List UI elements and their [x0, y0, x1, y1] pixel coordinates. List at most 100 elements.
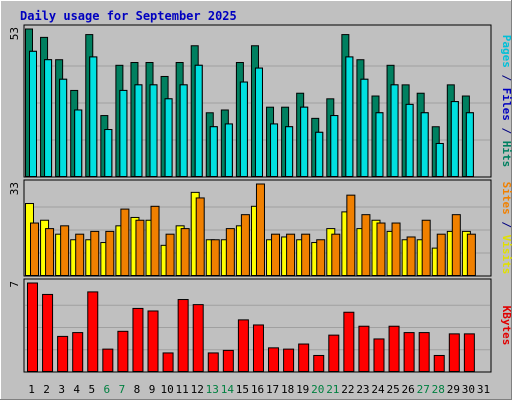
bar-pages-day-14	[224, 123, 233, 177]
bar-sites-day-6	[105, 230, 115, 276]
bar-sites-day-1	[30, 222, 39, 276]
day-label-12: 12	[191, 383, 204, 396]
bar-sites-day-2	[45, 228, 55, 277]
axis-legend-part: Files	[500, 88, 512, 121]
day-label-27: 27	[417, 383, 430, 396]
axis-legend-part: /	[500, 68, 512, 88]
bar-sites-day-18	[286, 233, 296, 277]
day-label-29: 29	[447, 383, 460, 396]
bar-pages-day-21	[330, 115, 339, 178]
day-label-4: 4	[73, 383, 80, 396]
day-label-26: 26	[402, 383, 415, 396]
axis-legend-part: KBytes	[500, 306, 512, 346]
day-label-30: 30	[462, 383, 475, 396]
bar-sites-day-9	[150, 205, 160, 276]
panel-kbytes: 7 KBytes	[8, 278, 512, 373]
bar-sites-day-24	[376, 222, 386, 276]
bar-kbytes-day-29	[448, 333, 460, 373]
scale-max-label: 7	[8, 281, 21, 288]
day-label-3: 3	[58, 383, 65, 396]
bar-sites-day-26	[406, 236, 416, 276]
bar-pages-day-17	[270, 123, 279, 177]
bar-pages-day-19	[300, 106, 309, 177]
bar-pages-day-25	[390, 84, 399, 177]
day-label-19: 19	[296, 383, 309, 396]
bar-pages-day-5	[89, 56, 98, 177]
bar-sites-day-23	[361, 214, 371, 277]
day-label-13: 13	[206, 383, 219, 396]
bar-kbytes-day-2	[42, 293, 54, 373]
bar-kbytes-day-21	[328, 334, 340, 372]
bar-pages-day-8	[134, 84, 143, 177]
day-label-24: 24	[371, 383, 385, 396]
axis-legend-part: Hits	[500, 141, 512, 168]
bar-pages-day-13	[209, 126, 218, 177]
day-label-1: 1	[28, 383, 35, 396]
day-label-15: 15	[236, 383, 249, 396]
bar-kbytes-day-23	[358, 325, 370, 373]
bar-sites-day-5	[90, 230, 100, 276]
bar-kbytes-day-13	[207, 352, 219, 372]
axis-legend-part: /	[500, 215, 512, 235]
bar-pages-day-20	[315, 131, 324, 177]
bar-kbytes-day-24	[373, 338, 385, 373]
bar-pages-day-15	[239, 81, 248, 177]
bar-pages-day-16	[254, 67, 263, 177]
bar-kbytes-day-8	[132, 307, 144, 372]
bar-sites-day-28	[436, 233, 446, 277]
bar-sites-day-17	[271, 233, 281, 277]
bar-sites-day-20	[316, 239, 326, 276]
axis-legend-part: Sites	[500, 182, 512, 215]
day-label-9: 9	[149, 383, 156, 396]
bar-pages-day-22	[345, 56, 354, 177]
bar-pages-day-3	[59, 78, 68, 177]
bar-pages-day-27	[420, 112, 429, 177]
panel-hits-files-pages: 53 Pages / Files / Hits	[8, 24, 512, 178]
bar-pages-day-11	[179, 84, 188, 177]
bar-kbytes-day-9	[147, 310, 159, 373]
bar-sites-day-22	[346, 194, 356, 277]
axis-legend-part: Pages	[500, 35, 512, 68]
bar-kbytes-day-1	[27, 282, 38, 372]
bar-kbytes-day-3	[57, 335, 69, 372]
bar-kbytes-day-30	[463, 333, 475, 373]
bar-sites-day-8	[135, 219, 145, 277]
bar-sites-day-7	[120, 208, 130, 276]
day-label-22: 22	[341, 383, 354, 396]
bar-kbytes-day-27	[418, 332, 430, 373]
axis-legend-part: Visits	[500, 235, 512, 275]
bar-pages-day-9	[149, 84, 158, 177]
day-label-25: 25	[386, 383, 399, 396]
bar-pages-day-2	[44, 59, 53, 177]
bar-sites-day-3	[60, 225, 70, 276]
day-label-21: 21	[326, 383, 339, 396]
day-label-7: 7	[119, 383, 126, 396]
series-kbytes	[27, 282, 475, 373]
day-label-10: 10	[160, 383, 173, 396]
panel-visits-sites: 33 Sites / Visits	[8, 179, 512, 277]
chart-title: Daily usage for September 2025	[20, 9, 237, 23]
day-label-6: 6	[104, 383, 111, 396]
day-label-11: 11	[176, 383, 189, 396]
bar-kbytes-day-15	[237, 319, 249, 372]
scale-max-label: 33	[8, 182, 21, 195]
day-label-16: 16	[251, 383, 264, 396]
bar-sites-day-19	[301, 233, 311, 277]
bar-sites-day-21	[331, 233, 341, 277]
bar-kbytes-day-4	[72, 332, 84, 373]
bar-kbytes-day-14	[222, 349, 234, 372]
day-label-8: 8	[134, 383, 141, 396]
bar-kbytes-day-19	[298, 343, 310, 372]
bar-kbytes-day-22	[343, 311, 355, 372]
bar-pages-day-24	[375, 112, 384, 177]
bar-sites-day-15	[240, 214, 250, 277]
bar-kbytes-day-11	[177, 299, 189, 372]
bar-kbytes-day-5	[87, 291, 99, 372]
axis-legend-label: KBytes	[500, 306, 512, 346]
bar-kbytes-day-25	[388, 325, 400, 373]
bar-kbytes-day-16	[252, 324, 264, 373]
bar-kbytes-day-20	[313, 354, 325, 373]
day-label-28: 28	[432, 383, 445, 396]
chart-panels: 53 Pages / Files / Hits 33 Sites / Visits 7 K…	[8, 24, 512, 373]
bar-kbytes-day-10	[162, 352, 174, 372]
